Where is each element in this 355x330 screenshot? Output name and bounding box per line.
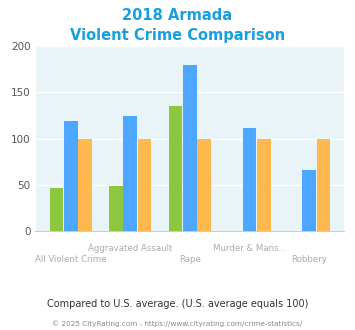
Bar [257,139,271,231]
Bar [138,139,152,231]
Text: Robbery: Robbery [291,255,327,264]
Text: All Violent Crime: All Violent Crime [35,255,106,264]
Text: Rape: Rape [179,255,201,264]
Bar [183,65,197,231]
Bar [50,187,63,231]
Bar [124,115,137,231]
Bar [64,121,77,231]
Text: © 2025 CityRating.com - https://www.cityrating.com/crime-statistics/: © 2025 CityRating.com - https://www.city… [53,320,302,327]
Bar [78,139,92,231]
Bar [109,186,123,231]
Text: Violent Crime Comparison: Violent Crime Comparison [70,28,285,43]
Bar [302,170,316,231]
Text: Aggravated Assault: Aggravated Assault [88,244,173,253]
Bar [197,139,211,231]
Text: Murder & Mans...: Murder & Mans... [213,244,286,253]
Text: 2018 Armada: 2018 Armada [122,8,233,23]
Bar [169,106,182,231]
Text: Compared to U.S. average. (U.S. average equals 100): Compared to U.S. average. (U.S. average … [47,299,308,309]
Bar [317,139,330,231]
Bar [243,127,256,231]
